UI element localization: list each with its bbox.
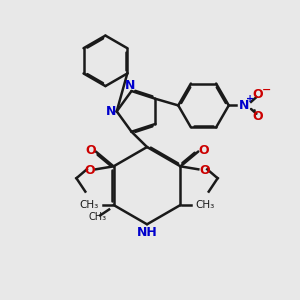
Text: O: O <box>252 88 263 100</box>
Text: O: O <box>198 143 209 157</box>
Text: O: O <box>199 164 210 177</box>
Text: NH: NH <box>137 226 158 239</box>
Text: O: O <box>85 164 95 177</box>
Text: CH₃: CH₃ <box>195 200 214 210</box>
Text: CH₃: CH₃ <box>88 212 106 223</box>
Text: N: N <box>238 99 249 112</box>
Text: N: N <box>125 79 135 92</box>
Text: +: + <box>246 94 254 104</box>
Text: CH₃: CH₃ <box>80 200 99 210</box>
Text: N: N <box>106 105 116 118</box>
Text: O: O <box>85 143 96 157</box>
Text: −: − <box>262 85 271 95</box>
Text: O: O <box>252 110 263 123</box>
